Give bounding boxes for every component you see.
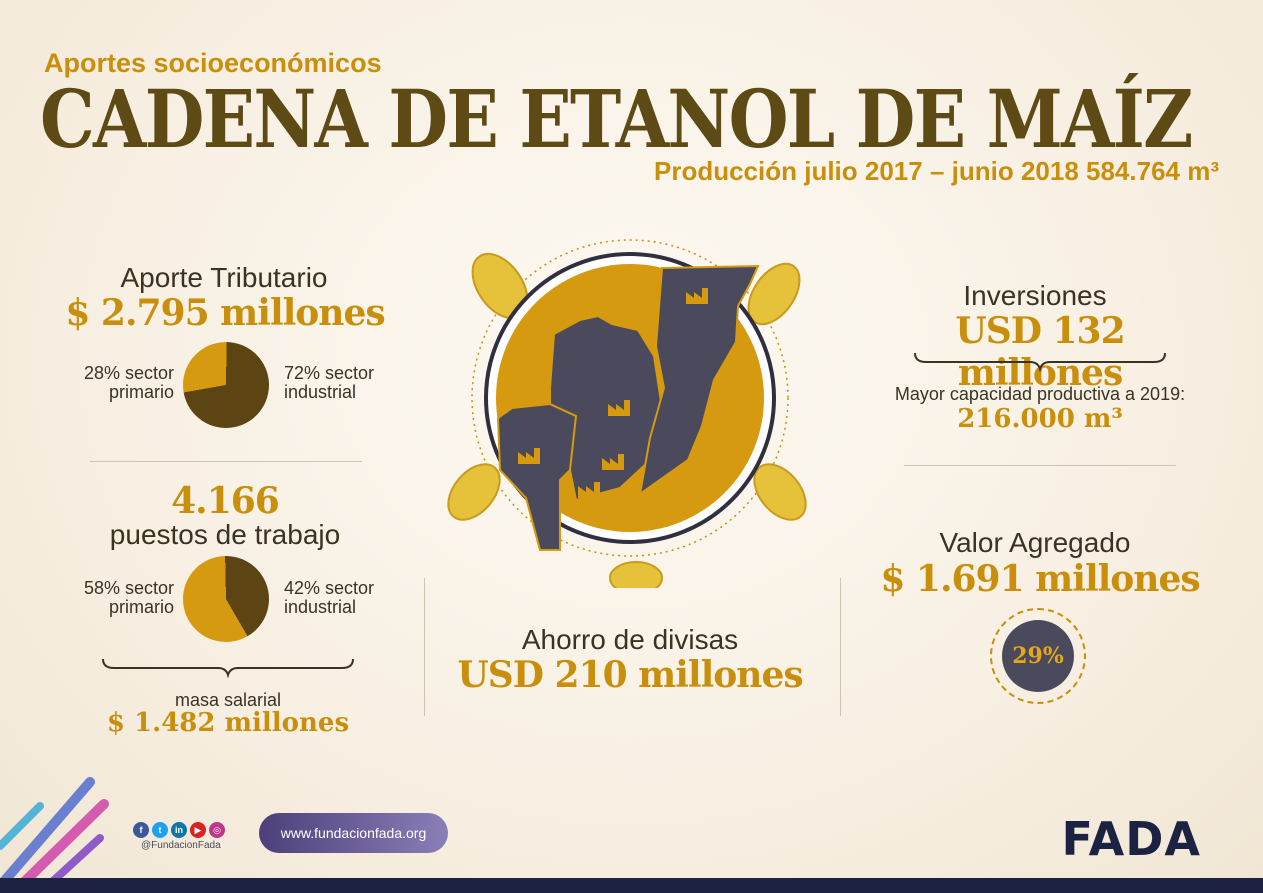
divider [90, 461, 362, 462]
page-subtitle: Aportes socioeconómicos [44, 48, 382, 78]
jobs-primary-text: 58% sector primario [83, 578, 174, 617]
capacity-label: Mayor capacidad productiva a 2019: [894, 384, 1186, 404]
map-illustration [447, 239, 807, 588]
tax-pie-chart [183, 342, 269, 428]
linkedin-icon[interactable]: in [171, 822, 187, 838]
production-text: Producción julio 2017 – junio 2018 584.7… [653, 156, 1219, 186]
capacity-value: 216.000 m³ [957, 404, 1123, 434]
percent-ring [990, 608, 1086, 704]
fada-logo: FADA [1061, 812, 1201, 866]
jobs-pie-chart [183, 556, 269, 642]
facebook-icon[interactable]: f [133, 822, 149, 838]
tax-label: Aporte Tributario [120, 262, 328, 293]
footer-bar [0, 878, 1263, 893]
jobs-label: puestos de trabajo [109, 519, 341, 550]
investments-value: USD 132 millones [955, 310, 1125, 394]
jobs-industrial-text: 42% sector industrial [284, 578, 375, 617]
social-handle: @FundacionFada [141, 840, 221, 851]
savings-label: Ahorro de divisas [521, 624, 739, 655]
brace-icon [102, 658, 354, 678]
divider [840, 578, 841, 716]
youtube-icon[interactable]: ▶ [190, 822, 206, 838]
jobs-value: 4.166 [171, 480, 280, 522]
instagram-icon[interactable]: ◎ [209, 822, 225, 838]
savings-value: USD 210 millones [457, 654, 803, 696]
salary-value: $ 1.482 millones [106, 708, 350, 738]
social-icons: f t in ▶ ◎ [133, 820, 228, 838]
divider [424, 578, 425, 716]
tax-primary-text: 28% sector primario [83, 363, 174, 402]
salary-label: masa salarial [174, 690, 282, 710]
divider [904, 465, 1176, 466]
tax-industrial-text: 72% sector industrial [284, 363, 375, 402]
page-title: CADENA DE ETANOL DE MAÍZ [40, 72, 1193, 166]
tax-value: $ 2.795 millones [65, 292, 385, 334]
added-value-label: Valor Agregado [939, 527, 1131, 558]
brace-icon [914, 352, 1166, 372]
website-link[interactable]: www.fundacionfada.org [259, 813, 448, 853]
decorative-stripes [0, 777, 109, 893]
added-value-value: $ 1.691 millones [880, 558, 1200, 600]
investments-label: Inversiones [963, 280, 1107, 311]
twitter-icon[interactable]: t [152, 822, 168, 838]
added-value-percent: 29% [1002, 620, 1074, 692]
factory-icon [518, 288, 708, 498]
